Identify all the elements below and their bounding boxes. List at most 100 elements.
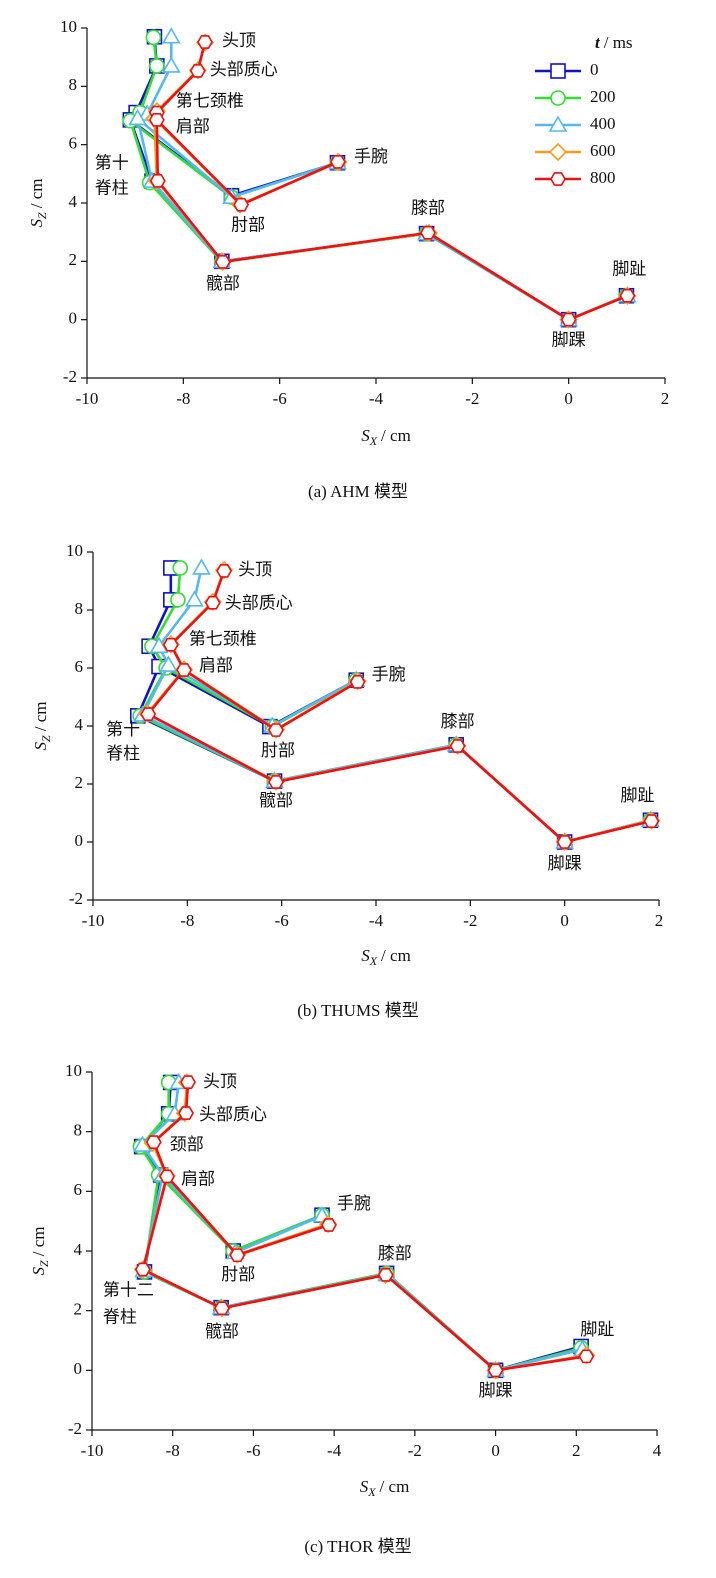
marker <box>420 225 436 240</box>
y-tick-label: -2 <box>69 889 83 908</box>
axis-subscript: X <box>369 954 378 968</box>
point-label: 髋部 <box>206 274 240 293</box>
marker <box>197 35 213 49</box>
x-tick-label: -2 <box>408 1441 422 1460</box>
marker <box>268 775 284 789</box>
legend-label: 800 <box>590 168 616 187</box>
axis-label: SX / cm <box>360 1477 410 1499</box>
y-tick-label: 6 <box>69 134 78 153</box>
x-tick-label: -2 <box>465 389 479 408</box>
marker <box>578 1349 595 1364</box>
point-label: 头顶 <box>203 1072 237 1091</box>
axis-label: SX / cm <box>361 946 411 968</box>
series-line <box>141 567 651 844</box>
marker <box>330 155 346 169</box>
point-label: 脚趾 <box>580 1320 614 1339</box>
axis-unit: / cm <box>381 426 411 445</box>
x-tick-label: -8 <box>176 389 190 408</box>
point-label: 脚趾 <box>620 786 654 805</box>
marker <box>268 723 284 737</box>
marker <box>134 1262 151 1277</box>
marker <box>148 113 165 127</box>
legend-label: 400 <box>590 114 616 133</box>
point-label: 第十二 <box>103 1280 154 1299</box>
caption: (c) THOR 模型 <box>304 1537 411 1556</box>
point-label: 第十 <box>95 154 129 173</box>
axis-label: SZ / cm <box>31 702 53 751</box>
series-line <box>146 570 652 844</box>
axis-label: SZ / cm <box>29 1227 51 1276</box>
point-label: 头顶 <box>222 31 256 50</box>
marker <box>560 312 577 327</box>
marker <box>214 1301 230 1316</box>
legend-label: 0 <box>590 60 599 79</box>
axis-unit: / cm <box>27 179 46 209</box>
y-tick-label: 10 <box>60 17 77 36</box>
legend-marker <box>548 142 568 162</box>
caption: (b) THUMS 模型 <box>297 1001 419 1020</box>
point-label: 头部质心 <box>199 1105 267 1124</box>
point-label: 脊柱 <box>95 179 129 198</box>
axis-symbol: S <box>361 426 370 445</box>
axis-symbol: S <box>361 946 370 965</box>
x-tick-label: -6 <box>246 1441 260 1460</box>
x-tick-label: -10 <box>76 389 99 408</box>
x-tick-label: -8 <box>166 1441 180 1460</box>
caption: (a) AHM 模型 <box>308 482 408 501</box>
marker <box>619 288 636 303</box>
marker <box>162 637 179 652</box>
point-label: 手腕 <box>337 1194 371 1213</box>
marker <box>185 590 204 607</box>
point-label: 脚趾 <box>612 260 646 279</box>
y-tick-label: 0 <box>75 831 84 850</box>
axis-label: SX / cm <box>361 426 411 448</box>
marker <box>172 560 189 576</box>
marker <box>145 29 162 46</box>
x-tick-label: -2 <box>463 911 477 930</box>
point-label: 脚踝 <box>479 1381 513 1400</box>
axis-unit: / cm <box>29 1227 48 1257</box>
legend-label: 600 <box>590 141 616 160</box>
axis-subscript: X <box>369 434 378 448</box>
point-label: 肩部 <box>181 1169 215 1188</box>
point-label: 肩部 <box>176 117 210 136</box>
marker <box>189 64 206 78</box>
marker <box>449 739 466 753</box>
point-label: 髋部 <box>205 1322 239 1341</box>
point-label: 膝部 <box>441 712 475 731</box>
x-tick-label: -10 <box>81 1441 104 1460</box>
y-tick-label: 2 <box>69 250 78 269</box>
series-line <box>167 663 357 728</box>
marker <box>229 1248 246 1263</box>
point-label: 髋部 <box>259 791 293 810</box>
x-tick-label: -6 <box>275 911 289 930</box>
legend-title: t / ms <box>595 33 633 52</box>
y-tick-label: 4 <box>74 1240 83 1259</box>
y-tick-label: 6 <box>74 1180 83 1199</box>
marker <box>140 707 157 721</box>
point-label: 脚踝 <box>552 331 586 350</box>
y-tick-label: 8 <box>74 1121 83 1140</box>
marker <box>176 663 192 677</box>
y-tick-label: 10 <box>66 541 83 560</box>
point-label: 膝部 <box>378 1244 412 1263</box>
y-tick-label: 8 <box>69 75 78 94</box>
legend-marker <box>548 115 568 132</box>
point-label: 头部质心 <box>225 594 293 613</box>
marker <box>178 1106 194 1121</box>
point-label: 手腕 <box>354 147 388 166</box>
marker <box>377 1268 394 1282</box>
point-label: 头部质心 <box>210 60 278 79</box>
marker <box>149 58 165 74</box>
axis-symbol: S <box>27 218 46 227</box>
marker <box>216 563 233 578</box>
axis-subscript: Z <box>39 735 53 742</box>
point-label: 手腕 <box>372 665 406 684</box>
x-tick-label: 0 <box>491 1441 500 1460</box>
marker <box>192 558 211 575</box>
x-tick-label: 0 <box>564 389 573 408</box>
marker <box>159 655 178 672</box>
axis-symbol: S <box>31 741 50 750</box>
